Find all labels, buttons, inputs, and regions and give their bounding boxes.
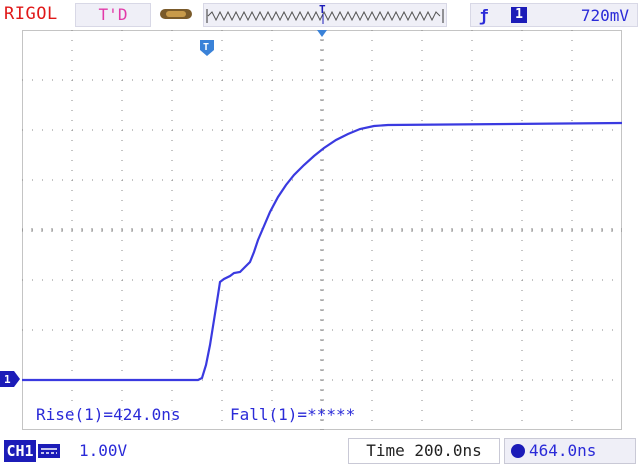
memory-depth-icon <box>160 9 192 19</box>
fall-time-measurement: Fall(1)=***** <box>230 405 356 424</box>
svg-text:1: 1 <box>4 373 11 386</box>
waveform-display[interactable]: T <box>22 30 622 430</box>
dc-coupling-icon <box>38 444 60 458</box>
timebase-readout[interactable]: Time 200.0ns <box>348 438 500 464</box>
trigger-level: 720mV <box>580 6 629 25</box>
channel-1-trace <box>22 121 622 382</box>
graticule <box>22 30 622 430</box>
trigger-info-panel[interactable]: ƒ 1 720mV <box>470 3 638 27</box>
trigger-status: T'D <box>75 3 151 27</box>
channel-1-offset-marker[interactable]: 1 <box>0 371 22 387</box>
svg-text:T: T <box>203 42 209 53</box>
brand-logo: RIGOL <box>4 4 58 24</box>
rising-edge-icon: ƒ <box>479 6 489 25</box>
waveform-overview: T <box>206 4 444 24</box>
rise-time-measurement: Rise(1)=424.0ns <box>36 405 181 424</box>
trigger-offset-icon <box>511 444 525 458</box>
trigger-source-badge: 1 <box>511 7 527 23</box>
channel-1-scale[interactable]: 1.00V <box>79 441 128 460</box>
center-time-marker <box>317 30 327 37</box>
svg-text:T: T <box>319 4 326 16</box>
trigger-offset-readout[interactable]: 464.0ns <box>504 438 636 464</box>
channel-1-label[interactable]: CH1 <box>4 440 36 462</box>
trigger-position-marker[interactable]: T <box>200 40 214 56</box>
trigger-offset-value: 464.0ns <box>529 441 597 460</box>
status-bar: RIGOL T'D T ƒ 1 720mV <box>0 0 640 28</box>
waveform-position-strip[interactable]: T <box>203 3 447 27</box>
